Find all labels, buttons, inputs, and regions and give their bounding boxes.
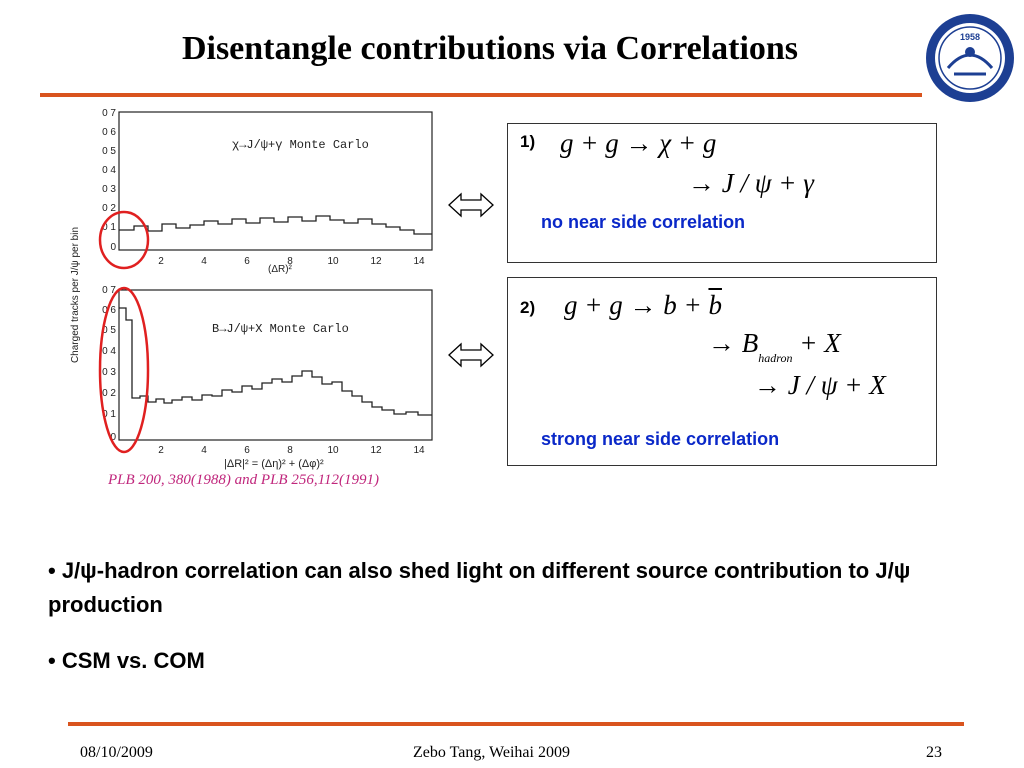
y-tick: 0 2 (102, 388, 116, 399)
y-tick: 0 1 (102, 409, 116, 420)
x-tick: 4 (201, 256, 207, 267)
y-tick: 0 4 (102, 165, 116, 176)
y-tick: 0 6 (102, 127, 116, 138)
x-tick: 10 (327, 445, 339, 456)
university-seal-icon: 1958 (926, 14, 1014, 102)
y-tick: 0 (110, 242, 116, 253)
panel-label: χ→J/ψ+γ Monte Carlo (232, 138, 369, 152)
process-box-1: 1) g + g → χ + g → J / ψ + γ no near sid… (507, 123, 937, 263)
footer-author: Zebo Tang, Weihai 2009 (413, 744, 570, 761)
y-tick: 0 1 (102, 222, 116, 233)
x-tick: 10 (327, 256, 339, 267)
y-tick: 0 7 (102, 285, 116, 296)
x-tick: 4 (201, 445, 207, 456)
equation-text: g + g → b + (564, 290, 709, 320)
highlight-circle (98, 210, 150, 270)
process-box-2: 2) g + g → b + b → Bhadron + X → J / ψ +… (507, 277, 937, 466)
y-tick: 0 3 (102, 184, 116, 195)
y-tick: 0 2 (102, 203, 116, 214)
highlight-circle (98, 286, 150, 454)
x-tick: 14 (413, 445, 425, 456)
panel-label: B→J/ψ+X Monte Carlo (212, 322, 349, 336)
equation-line: g + g → χ + g (560, 128, 717, 158)
x-tick: 14 (413, 256, 425, 267)
x-tick: 12 (370, 256, 382, 267)
y-tick: 0 6 (102, 305, 116, 316)
equation-text: → B (708, 328, 759, 358)
equation-text: + X (792, 328, 841, 358)
top-panel: 0 7 0 6 0 5 0 4 0 3 0 2 0 1 0 χ→J/ψ+γ Mo… (98, 108, 433, 275)
bullet-point: • J/ψ-hadron correlation can also shed l… (48, 558, 911, 617)
x-tick: 2 (158, 445, 164, 456)
footer-divider (68, 722, 964, 726)
process-number: 1) (520, 132, 536, 151)
bullet-point: • CSM vs. COM (48, 648, 205, 673)
equation-line: → J / ψ + γ (688, 168, 814, 198)
process-number: 2) (520, 298, 536, 317)
correlation-note: strong near side correlation (541, 429, 780, 449)
x-tick: 8 (287, 445, 293, 456)
correlation-note: no near side correlation (541, 212, 746, 232)
bottom-panel: 0 7 0 6 0 5 0 4 0 3 0 2 0 1 0 B→J/ψ+X Mo… (98, 285, 433, 470)
page-number: 23 (926, 744, 942, 761)
equation-line: → Bhadron + X (708, 328, 841, 366)
equation-line: → J / ψ + X (754, 370, 886, 400)
hadron-subscript: hadron (758, 351, 793, 365)
y-tick: 0 7 (102, 108, 116, 119)
y-tick: 0 3 (102, 367, 116, 378)
x-tick: 6 (244, 445, 250, 456)
equation-line: g + g → b + b (564, 290, 722, 321)
x-tick: 12 (370, 445, 382, 456)
monte-carlo-histograms: Charged tracks per J/ψ per bin 0 7 0 6 0… (64, 100, 469, 480)
x-unit: (ΔR)² (268, 264, 293, 275)
y-tick: 0 (110, 432, 116, 443)
seal-year: 1958 (960, 32, 980, 42)
x-axis-label: |ΔR|² = (Δη)² + (Δφ)² (224, 458, 324, 470)
figure-citation: PLB 200, 380(1988) and PLB 256,112(1991) (108, 472, 379, 488)
footer-date: 08/10/2009 (80, 744, 153, 761)
double-arrow-icon (448, 192, 494, 218)
y-axis-label: Charged tracks per J/ψ per bin (70, 227, 81, 363)
x-tick: 6 (244, 256, 250, 267)
slide-title: Disentangle contributions via Correlatio… (181, 30, 799, 67)
b-bar: b (708, 290, 722, 320)
y-tick: 0 5 (102, 146, 116, 157)
y-tick: 0 5 (102, 325, 116, 336)
y-tick: 0 4 (102, 346, 116, 357)
title-divider (40, 93, 922, 97)
double-arrow-icon (448, 342, 494, 368)
x-tick: 2 (158, 256, 164, 267)
x-tick: 8 (287, 256, 293, 267)
